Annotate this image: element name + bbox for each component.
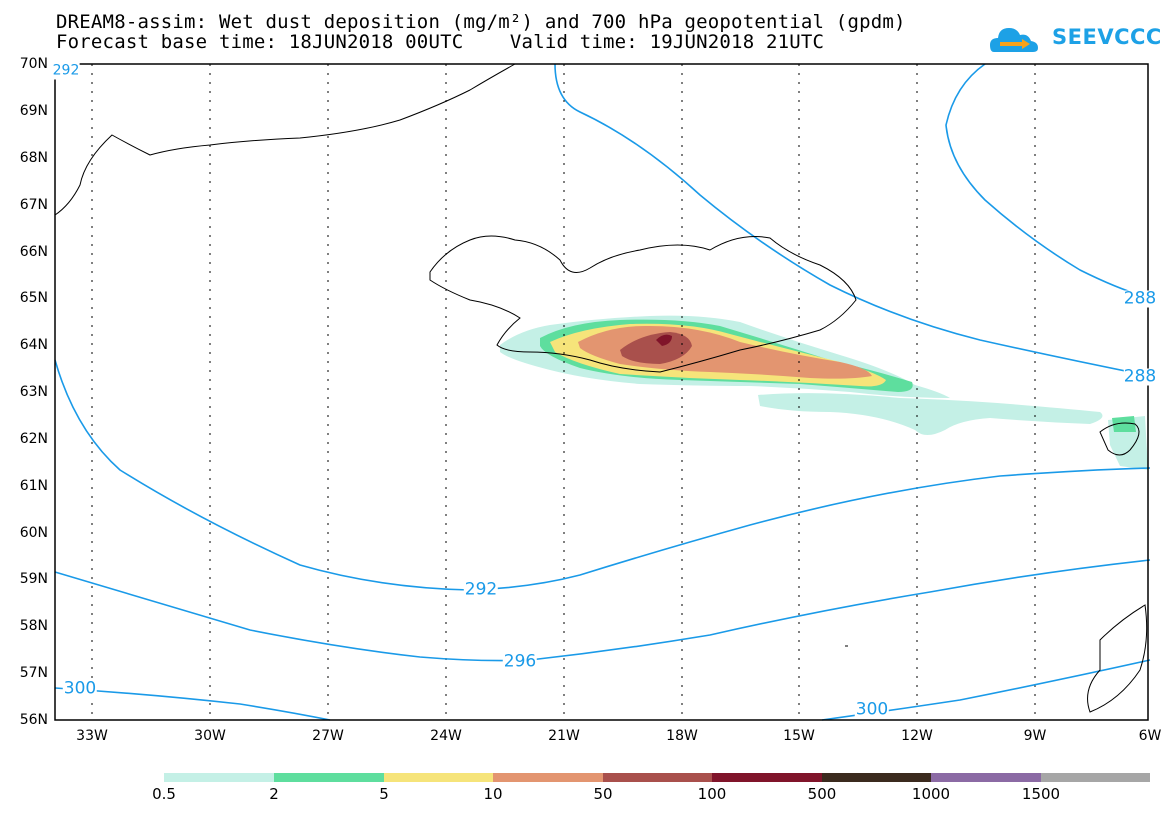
colorbar-swatch bbox=[493, 773, 603, 782]
lon-label: 18W bbox=[666, 728, 698, 744]
lat-label: 57N bbox=[19, 665, 48, 681]
colorbar-swatch bbox=[164, 773, 274, 782]
colorbar-swatch bbox=[384, 773, 493, 782]
graticule bbox=[91, 64, 1036, 720]
colorbar-label: 5 bbox=[379, 785, 389, 803]
colorbar-swatch bbox=[1041, 773, 1150, 782]
lat-label: 59N bbox=[19, 571, 48, 587]
contour-label: 296 bbox=[502, 651, 538, 672]
contour-label: 288 bbox=[1123, 366, 1157, 387]
lon-label: 27W bbox=[312, 728, 344, 744]
colorbar-label: 100 bbox=[697, 785, 727, 803]
colorbar-swatch bbox=[822, 773, 931, 782]
colorbar-label: 1000 bbox=[911, 785, 951, 803]
lon-label: 24W bbox=[430, 728, 462, 744]
lat-label: 70N bbox=[19, 56, 48, 72]
colorbar-label: 50 bbox=[593, 785, 613, 803]
lat-label: 68N bbox=[19, 150, 48, 166]
contour-label: 300 bbox=[62, 678, 98, 699]
logo-text: SEEVCCC bbox=[1052, 25, 1162, 49]
contour-label: 300 bbox=[854, 699, 890, 720]
lon-label: 12W bbox=[901, 728, 933, 744]
map-frame bbox=[54, 63, 1149, 721]
dust-field bbox=[500, 315, 1148, 470]
lat-label: 62N bbox=[19, 431, 48, 447]
map-subtitle: Forecast base time: 18JUN2018 00UTC Vali… bbox=[56, 31, 825, 53]
lat-label: 56N bbox=[19, 712, 48, 728]
geopotential-contours bbox=[54, 63, 1151, 721]
lon-label: 30W bbox=[194, 728, 226, 744]
colorbar-label: 1500 bbox=[1021, 785, 1061, 803]
cloud-arrow-icon bbox=[990, 28, 1038, 52]
colorbar-swatch bbox=[712, 773, 822, 782]
lat-label: 69N bbox=[19, 103, 48, 119]
lat-label: 64N bbox=[19, 337, 48, 353]
colorbar-label: 2 bbox=[269, 785, 279, 803]
lon-label: 33W bbox=[76, 728, 108, 744]
colorbar-label: 0.5 bbox=[152, 785, 176, 803]
contour-label: 292 bbox=[52, 62, 80, 80]
lat-label: 67N bbox=[19, 197, 48, 213]
coastlines bbox=[54, 63, 1148, 713]
lon-label: 6W bbox=[1138, 728, 1162, 744]
lat-label: 60N bbox=[19, 525, 48, 541]
colorbar-swatch bbox=[603, 773, 712, 782]
lon-label: 9W bbox=[1023, 728, 1047, 744]
lat-label: 66N bbox=[19, 244, 48, 260]
lat-label: 61N bbox=[19, 478, 48, 494]
lon-label: 15W bbox=[783, 728, 815, 744]
contour-label: 288 bbox=[1123, 288, 1157, 309]
contour-label: 292 bbox=[463, 579, 499, 600]
colorbar-label: 500 bbox=[807, 785, 837, 803]
colorbar-label: 10 bbox=[483, 785, 503, 803]
lat-label: 65N bbox=[19, 290, 48, 306]
colorbar-swatch bbox=[931, 773, 1041, 782]
lat-label: 63N bbox=[19, 384, 48, 400]
lon-label: 21W bbox=[548, 728, 580, 744]
lat-label: 58N bbox=[19, 618, 48, 634]
map-title: DREAM8-assim: Wet dust deposition (mg/m²… bbox=[56, 11, 906, 33]
colorbar-swatch bbox=[274, 773, 384, 782]
